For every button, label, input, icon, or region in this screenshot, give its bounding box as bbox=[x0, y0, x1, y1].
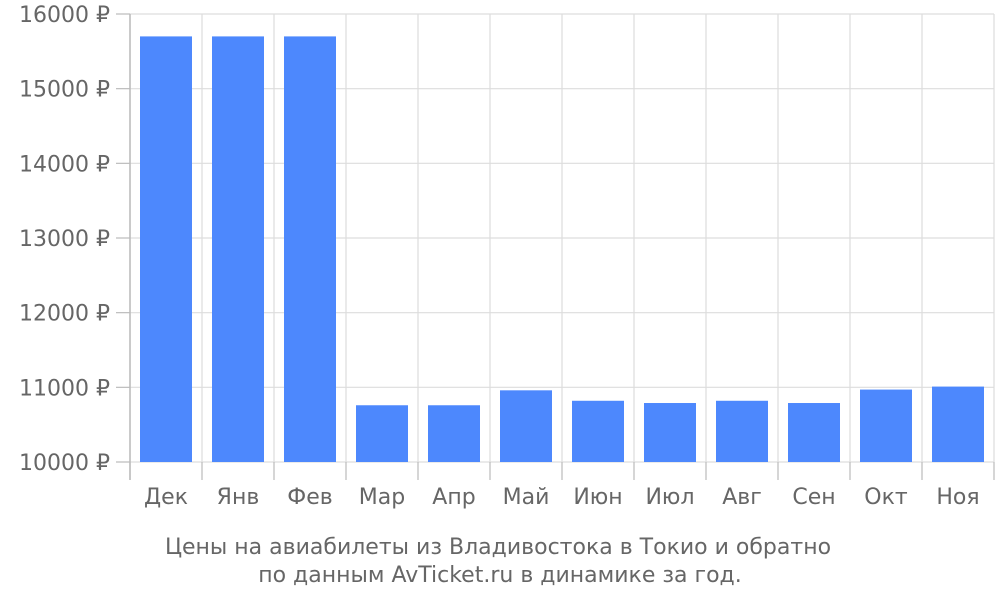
bar-5 bbox=[428, 405, 480, 462]
bar-2 bbox=[212, 36, 264, 463]
y-tick-label: 15000 ₽ bbox=[19, 78, 110, 103]
x-tick-label: Авг bbox=[722, 485, 762, 510]
bar-3 bbox=[284, 36, 336, 463]
x-tick-label: Сен bbox=[792, 485, 835, 510]
bar-6 bbox=[500, 390, 552, 462]
bars bbox=[140, 36, 984, 463]
tick-labels: 10000 ₽ 11000 ₽ 12000 ₽ 13000 ₽ 14000 ₽ 15000… bbox=[19, 3, 980, 510]
y-tick-label: 12000 ₽ bbox=[19, 302, 110, 327]
x-tick-label: Июн bbox=[573, 485, 622, 510]
bar-12 bbox=[932, 386, 984, 462]
x-tick-label: Июл bbox=[645, 485, 694, 510]
chart-caption-line-1: Цены на авиабилеты из Владивостока в Ток… bbox=[164, 535, 832, 560]
x-tick-label: Фев bbox=[287, 485, 332, 510]
y-tick-label: 16000 ₽ bbox=[19, 3, 110, 28]
bar-9 bbox=[716, 400, 768, 462]
grid-lines bbox=[129, 13, 995, 463]
y-tick-label: 13000 ₽ bbox=[19, 227, 110, 252]
x-tick-label: Янв bbox=[217, 485, 260, 510]
x-tick-label: Ноя bbox=[936, 485, 979, 510]
y-tick-label: 14000 ₽ bbox=[19, 152, 110, 177]
x-tick-label: Май bbox=[503, 485, 550, 510]
y-tick-label: 10000 ₽ bbox=[19, 451, 110, 476]
axes bbox=[116, 13, 995, 480]
bar-10 bbox=[788, 403, 840, 462]
bar-11 bbox=[860, 389, 912, 462]
x-tick-label: Дек bbox=[144, 485, 188, 510]
bar-4 bbox=[356, 405, 408, 462]
x-tick-label: Окт bbox=[864, 485, 908, 510]
x-tick-label: Мар bbox=[359, 485, 405, 510]
chart-caption-line-2: по данным AvTicket.ru в динамике за год. bbox=[258, 563, 742, 588]
bar-8 bbox=[644, 403, 696, 462]
x-tick-label: Апр bbox=[432, 485, 475, 510]
bar-1 bbox=[140, 36, 192, 463]
y-tick-label: 11000 ₽ bbox=[19, 376, 110, 401]
bar-7 bbox=[572, 400, 624, 462]
